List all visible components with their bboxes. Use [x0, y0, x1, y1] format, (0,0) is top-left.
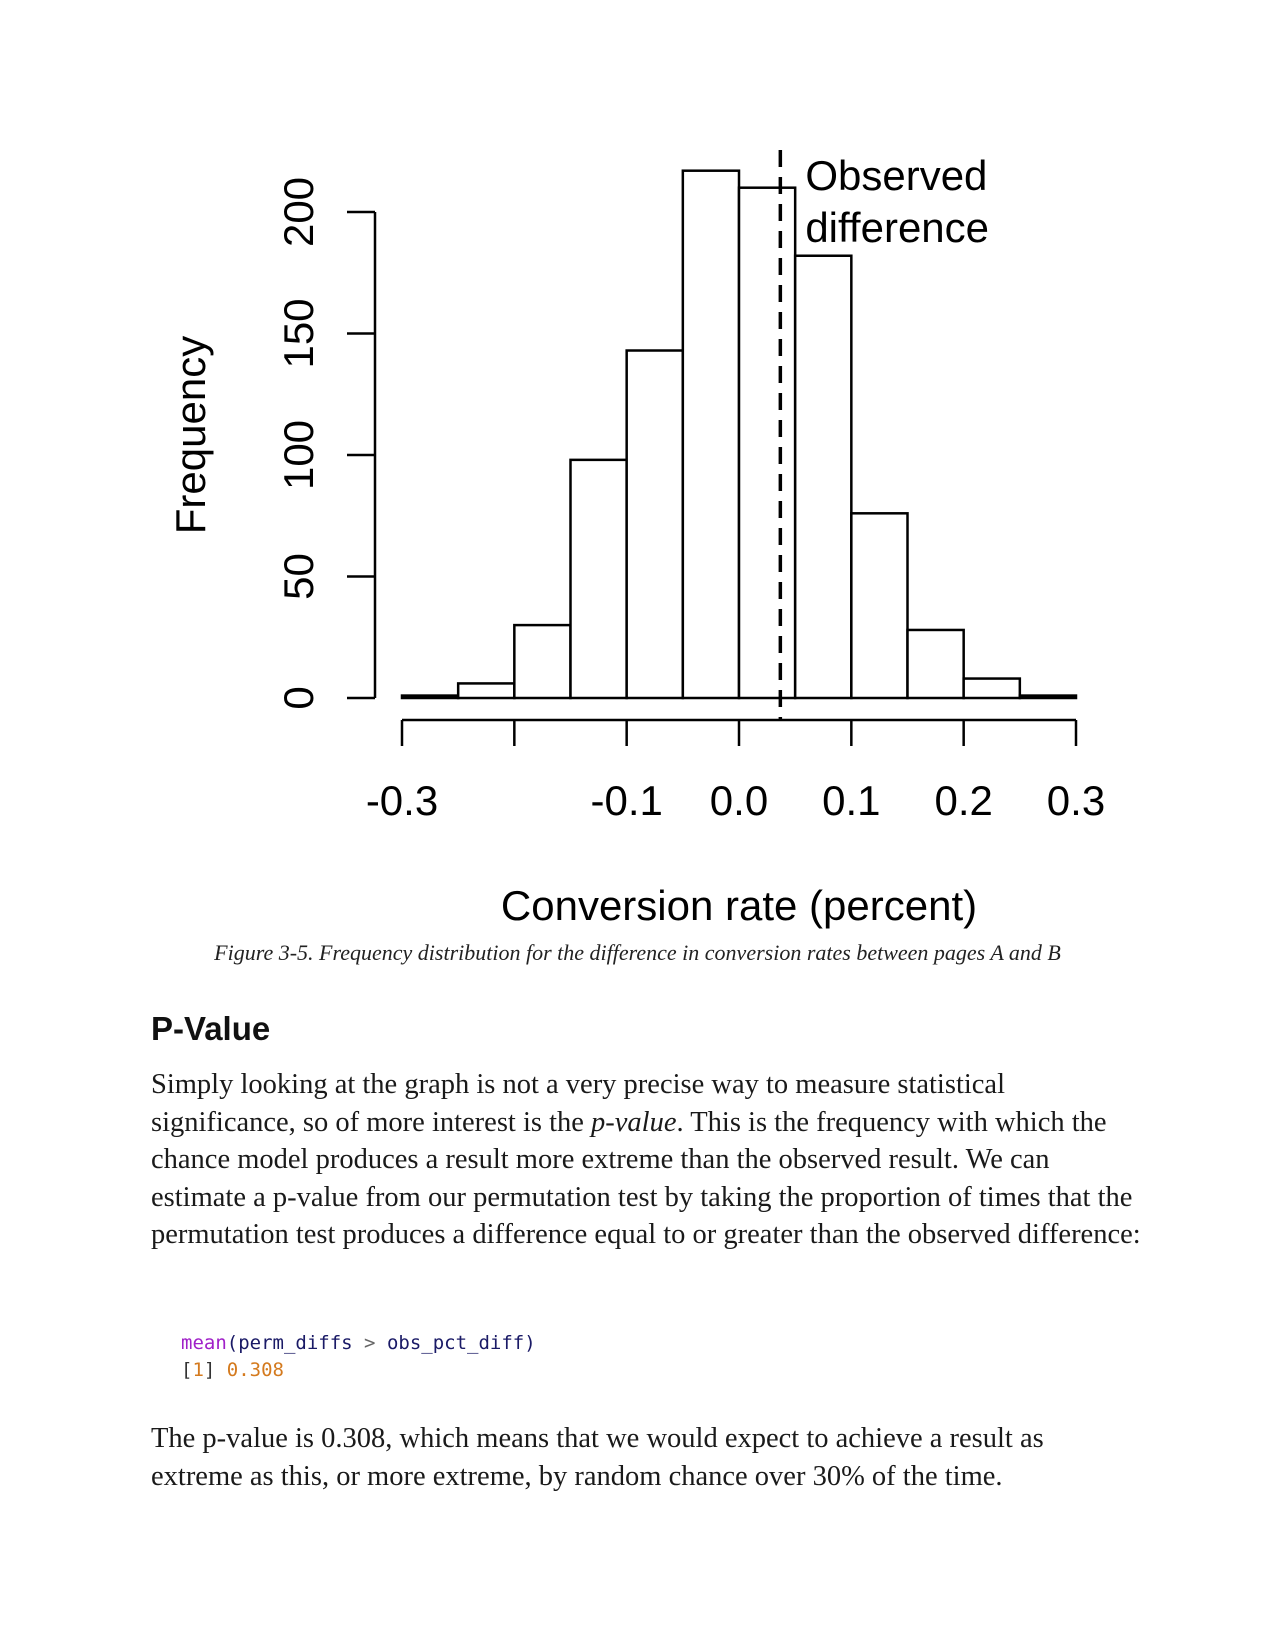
observed-difference-label-line2: difference [805, 204, 989, 251]
histogram-bar-6 [737, 186, 797, 700]
observed-difference-label-line1: Observed [805, 152, 987, 199]
code-output-bracket: [ [181, 1359, 193, 1381]
x-axis: -0.3 -0.1 0.0 0.1 0.2 0.3 [366, 718, 1105, 824]
histogram-bar-0 [400, 694, 460, 700]
histogram-chart: Observed difference -0.3 -0.1 0.0 0.1 0.2 0.3… [167, 150, 1105, 929]
code-output-index: 1 [192, 1359, 204, 1381]
histogram-bar-11 [1018, 694, 1078, 700]
x-tick-label: 0.3 [1047, 777, 1105, 824]
paragraph-pvalue-result: The p-value is 0.308, which means that w… [151, 1423, 1044, 1492]
emphasis-term: p-value [591, 1106, 677, 1138]
histogram-bars [400, 169, 1078, 700]
code-function: mean [181, 1332, 227, 1354]
x-tick-label: -0.1 [590, 777, 662, 824]
x-axis-label: Conversion rate (percent) [501, 882, 977, 929]
code-paren: ( [226, 1332, 239, 1354]
histogram-bar-4 [625, 349, 685, 700]
paragraph-text: . This is the frequency with which the c… [151, 1106, 1141, 1251]
code-argument: perm_diffs [238, 1332, 353, 1354]
y-axis-label: Frequency [167, 336, 214, 534]
y-tick-label: 150 [275, 298, 322, 368]
x-tick-label: -0.3 [366, 777, 438, 824]
x-tick-label: 0.2 [934, 777, 992, 824]
histogram-bar-2 [513, 623, 572, 700]
code-output-bracket: ] [203, 1359, 227, 1381]
y-tick-label: 200 [275, 177, 322, 247]
histogram-bar-1 [456, 682, 516, 700]
paragraph-pvalue-intro: Simply looking at the graph is not a ver… [151, 1066, 1141, 1254]
histogram-bar-9 [906, 628, 965, 700]
code-block: mean(perm_diffs > obs_pct_diff) [1] 0.30… [181, 1330, 536, 1384]
histogram-bar-3 [569, 458, 628, 700]
paragraph-text: Simply looking at the graph is not a ver… [151, 1069, 1005, 1138]
y-axis: 0 50 100 150 200 [275, 177, 377, 710]
code-operator: > [352, 1332, 387, 1354]
code-output-value: 0.308 [226, 1359, 284, 1381]
histogram-bar-8 [850, 512, 909, 700]
y-tick-label: 50 [275, 553, 322, 600]
code-argument: obs_pct_diff [386, 1332, 525, 1354]
code-paren: ) [524, 1332, 536, 1354]
histogram-bar-7 [793, 254, 853, 700]
section-heading: P-Value [151, 1010, 271, 1047]
y-tick-label: 0 [275, 686, 322, 709]
histogram-bar-5 [681, 169, 741, 700]
y-tick-label: 100 [275, 420, 322, 490]
figure-caption: Figure 3-5. Frequency distribution for t… [214, 940, 1061, 965]
histogram-bar-10 [962, 677, 1022, 700]
x-tick-label: 0.1 [822, 777, 880, 824]
x-tick-label: 0.0 [710, 777, 768, 824]
